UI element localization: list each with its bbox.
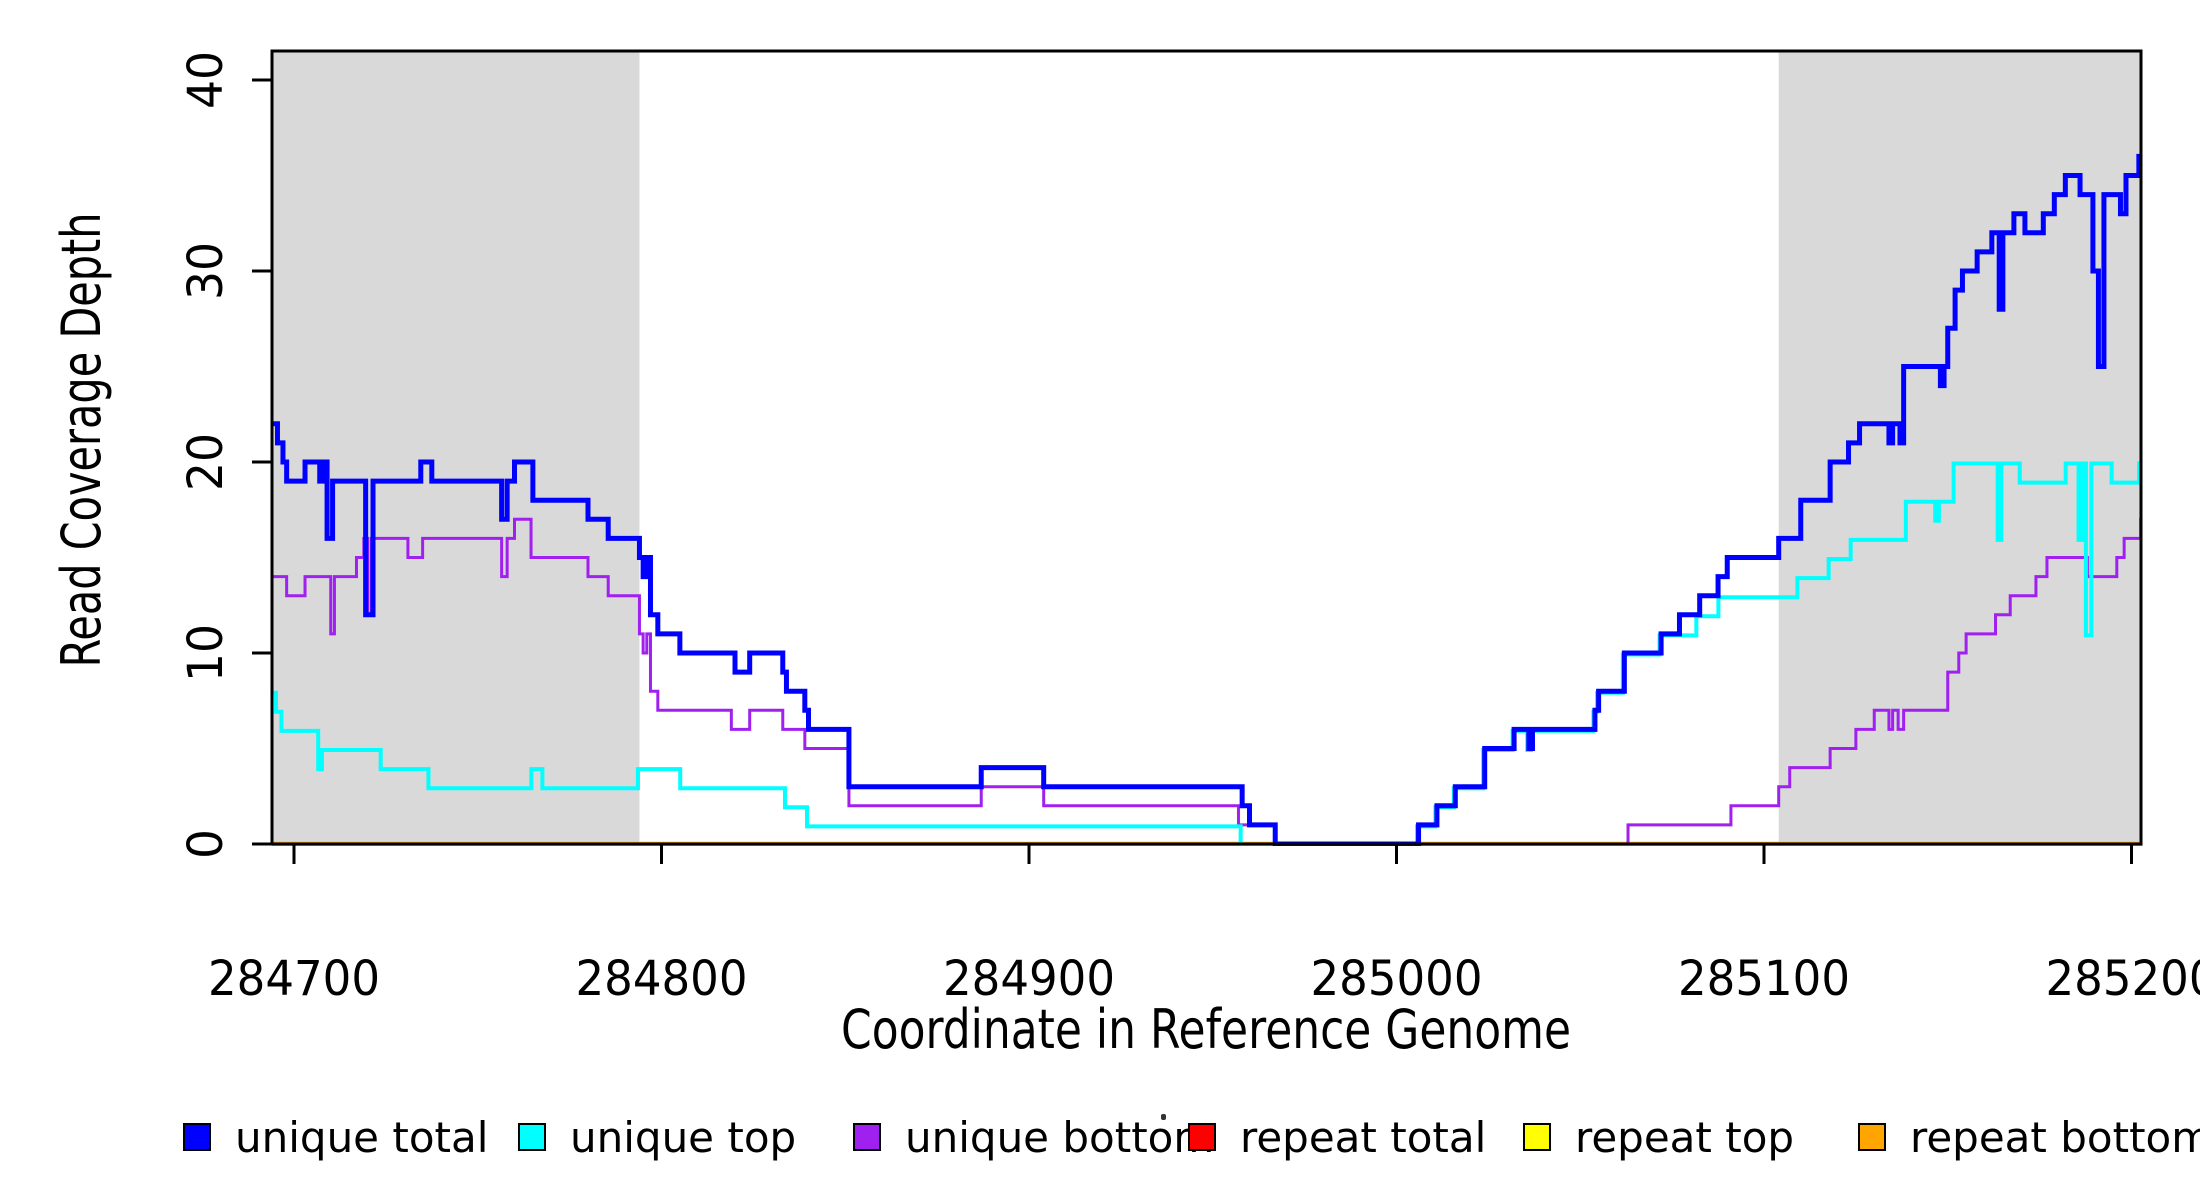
stray-dot bbox=[1161, 1114, 1166, 1120]
legend-item-unique-top: unique top bbox=[518, 1114, 796, 1160]
x-tick-label: 285100 bbox=[1678, 951, 1850, 1007]
repeat-total-swatch-icon bbox=[1188, 1123, 1216, 1151]
x-axis-title: Coordinate in Reference Genome bbox=[841, 998, 1571, 1061]
unique-bottom-swatch-icon bbox=[853, 1123, 881, 1151]
legend-label: repeat bottom bbox=[1910, 1113, 2200, 1162]
legend-label: unique top bbox=[570, 1113, 796, 1162]
legend-label: unique total bbox=[235, 1113, 488, 1162]
x-tick-label: 284700 bbox=[208, 951, 380, 1007]
y-axis-title: Read Coverage Depth bbox=[50, 213, 113, 668]
legend-label: unique bottom bbox=[905, 1113, 1214, 1162]
legend: unique total unique top unique bottom re… bbox=[0, 1114, 2200, 1174]
repeat-bottom-swatch-icon bbox=[1858, 1123, 1886, 1151]
legend-item-repeat-bottom: repeat bottom bbox=[1858, 1114, 2200, 1160]
y-tick-label: 30 bbox=[178, 242, 234, 300]
y-tick-label: 20 bbox=[178, 433, 234, 491]
y-tick-label: 40 bbox=[178, 51, 234, 109]
unique-top-swatch-icon bbox=[518, 1123, 546, 1151]
y-axis-tick-labels: 0 10 20 30 40 bbox=[178, 51, 234, 859]
repeat-top-swatch-icon bbox=[1523, 1123, 1551, 1151]
legend-item-unique-total: unique total bbox=[183, 1114, 488, 1160]
legend-label: repeat total bbox=[1240, 1113, 1486, 1162]
unique-total-swatch-icon bbox=[183, 1123, 211, 1151]
legend-label: repeat top bbox=[1575, 1113, 1794, 1162]
y-tick-label: 10 bbox=[178, 624, 234, 682]
legend-item-repeat-total: repeat total bbox=[1188, 1114, 1486, 1160]
y-tick-label: 0 bbox=[178, 829, 234, 859]
legend-item-unique-bottom: unique bottom bbox=[853, 1114, 1214, 1160]
x-tick-label: 284800 bbox=[576, 951, 748, 1007]
legend-item-repeat-top: repeat top bbox=[1523, 1114, 1794, 1160]
